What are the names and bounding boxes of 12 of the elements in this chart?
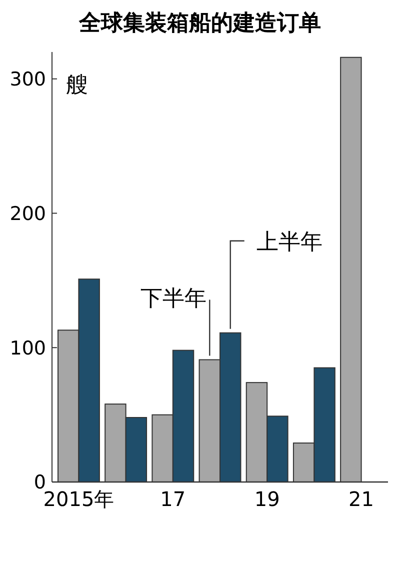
x-tick-label: 2015年 xyxy=(43,487,114,511)
text: 上半年 xyxy=(256,230,322,255)
y-axis-title: 艘 xyxy=(66,73,88,98)
x-tick-label: 17 xyxy=(160,487,186,511)
x-tick-label: 19 xyxy=(254,487,280,511)
y-tick-label: 200 xyxy=(10,202,46,225)
text: 下半年 xyxy=(140,286,207,312)
y-tick-label: 100 xyxy=(10,337,46,360)
chart-title: 全球集装箱船的建造订单 xyxy=(78,11,321,36)
x-tick-label: 21 xyxy=(348,487,374,511)
y-tick-label: 300 xyxy=(10,68,46,91)
y-tick-label: 0 xyxy=(34,472,46,494)
